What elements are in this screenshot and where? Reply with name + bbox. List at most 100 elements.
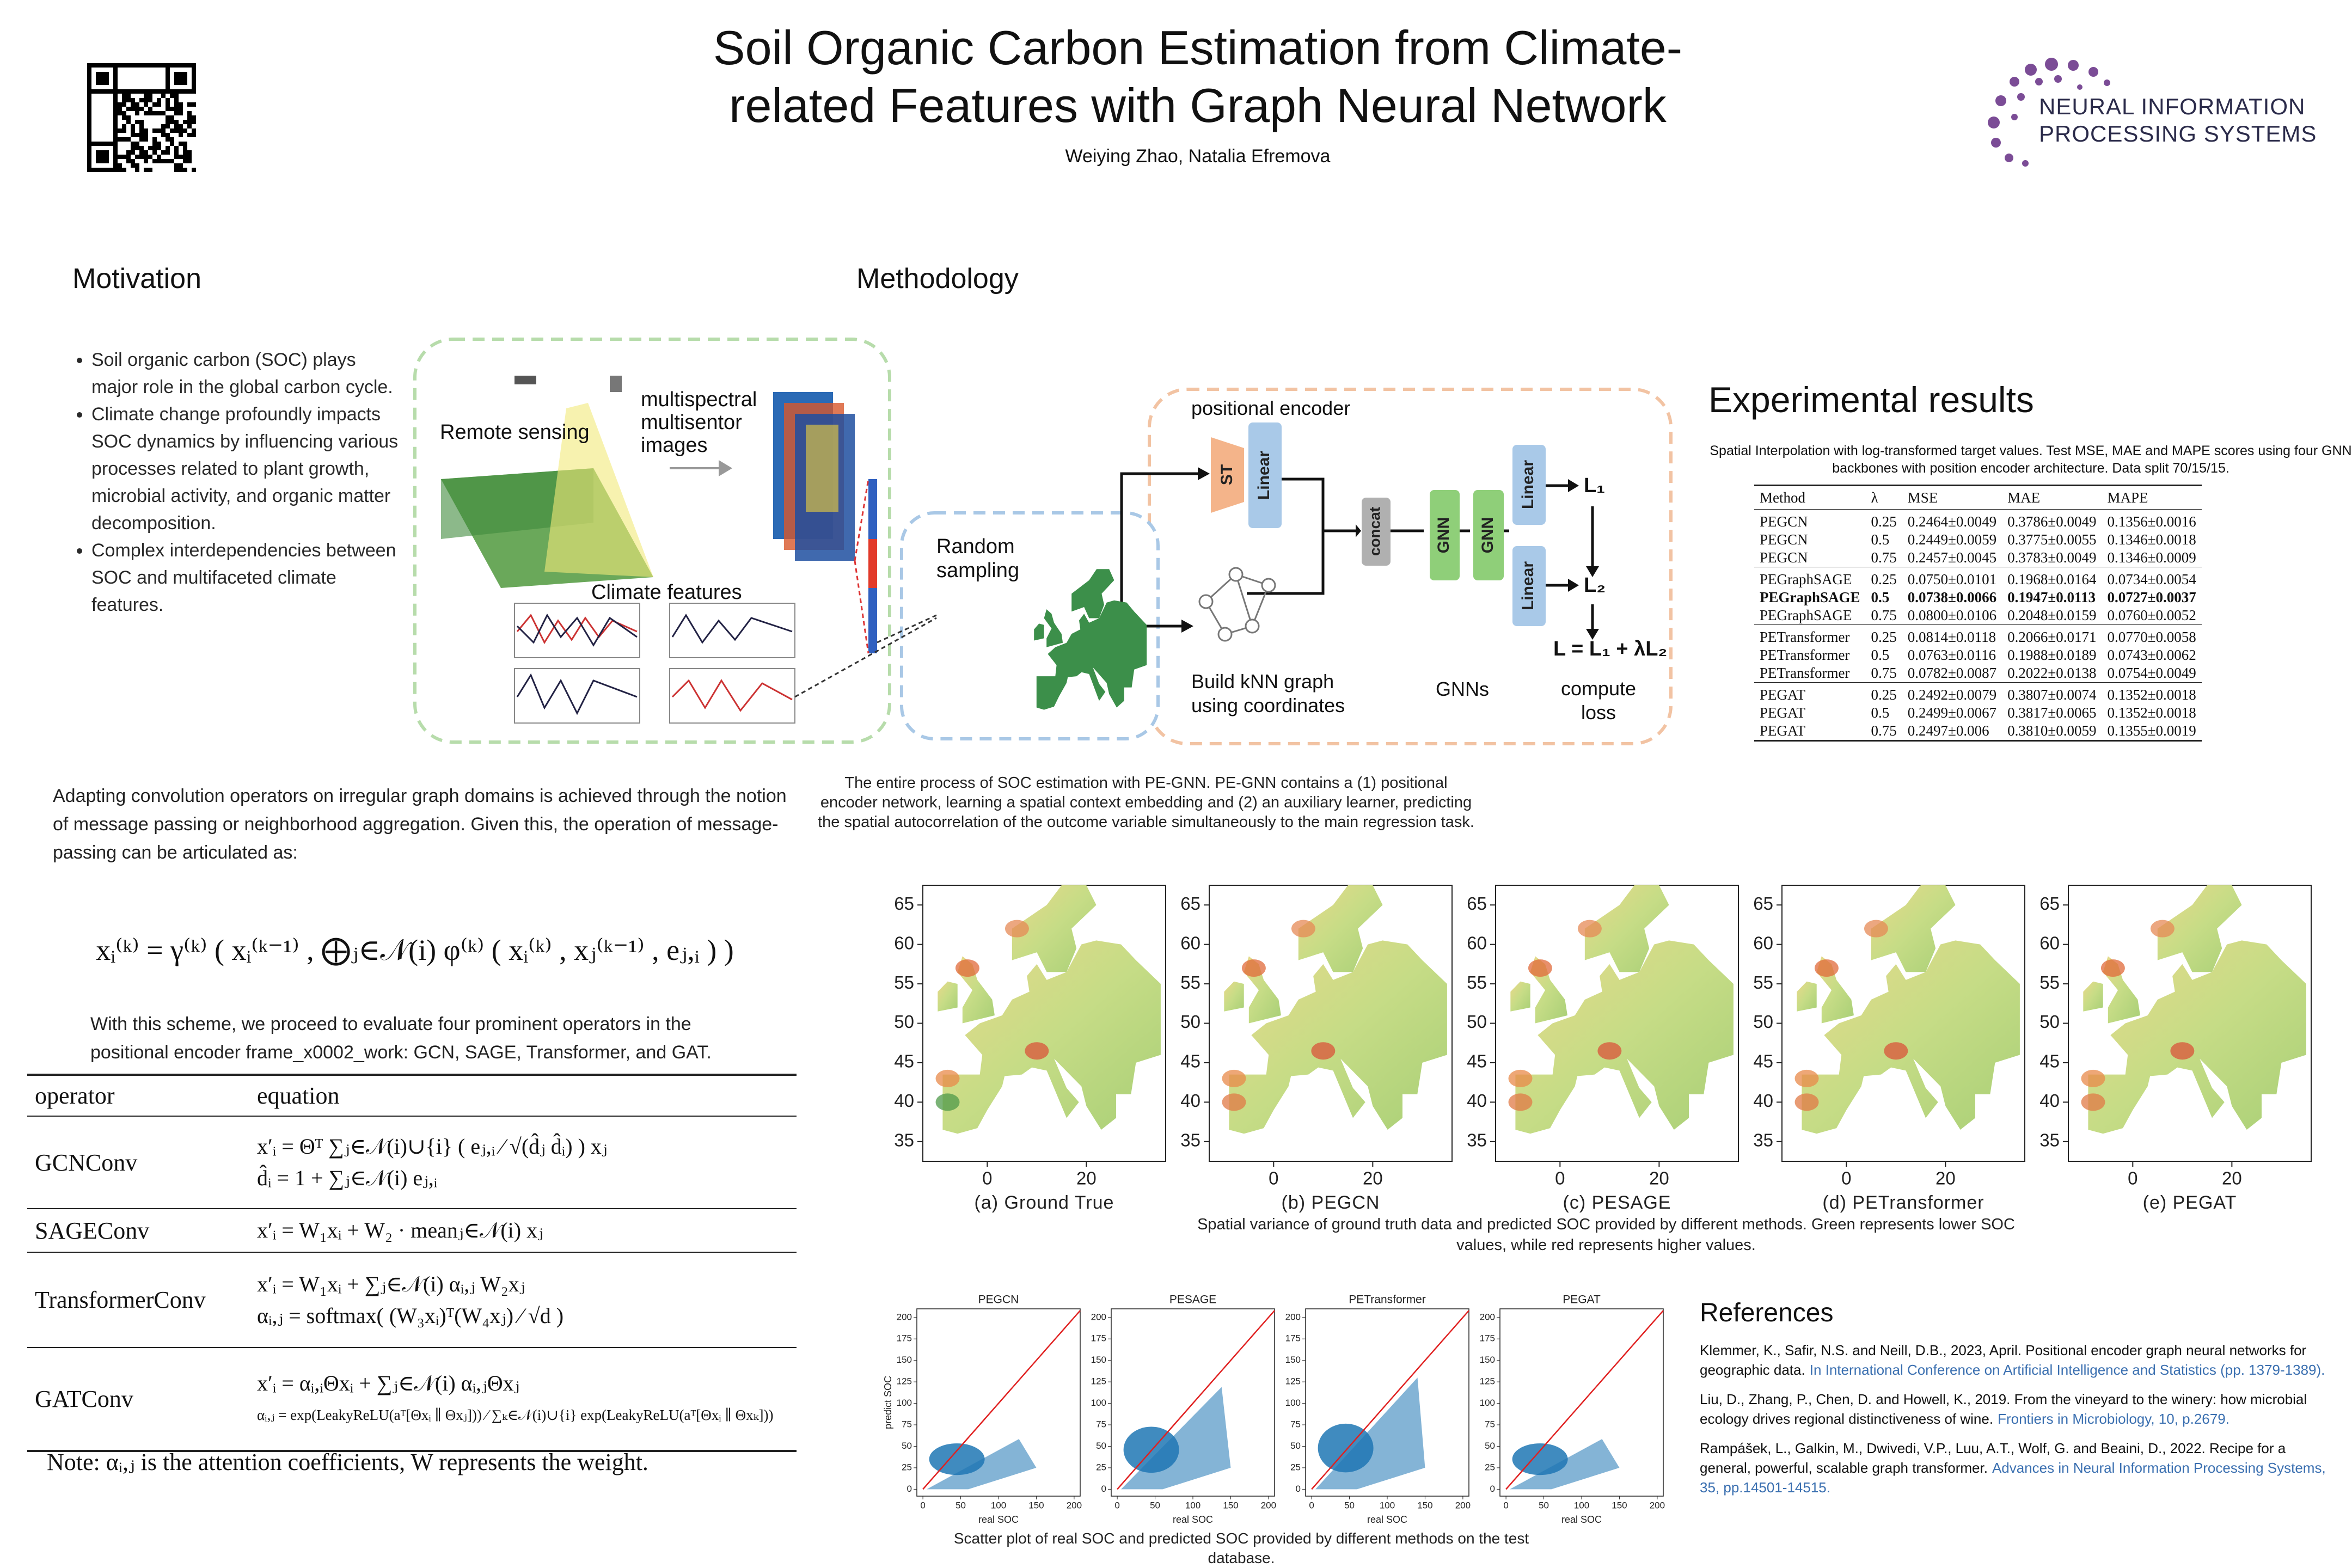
results-row: PEGAT 0.25 0.2492±0.0079 0.3807±0.0074 0.135… — [1754, 682, 2202, 704]
map-hotspot — [1814, 959, 1839, 977]
qr-module — [87, 76, 91, 81]
results-cell: 0.2048±0.0159 — [2007, 607, 2097, 623]
logo-text: PROCESSING SYSTEMS — [2039, 121, 2317, 146]
qr-module — [139, 146, 144, 150]
qr-module — [113, 107, 118, 111]
qr-module — [144, 128, 148, 133]
y-tick-label: 60 — [1467, 933, 1487, 953]
equation-line: x′ᵢ = αᵢ,ᵢΘxᵢ + ∑ⱼ∈𝒩(i) αᵢ,ⱼΘxⱼ — [257, 1370, 520, 1395]
qr-module — [152, 89, 157, 94]
qr-module — [187, 120, 192, 124]
column-header: Method — [1760, 489, 1805, 506]
map-hotspot — [955, 959, 979, 977]
y-tick-label: 0 — [1296, 1484, 1301, 1494]
title-line: related Features with Graph Neural Netwo… — [729, 78, 1667, 132]
y-tick-label: 60 — [1180, 933, 1200, 953]
map-hotspot — [1577, 920, 1602, 938]
y-tick-label: 65 — [1180, 893, 1200, 914]
qr-module — [91, 168, 96, 172]
map-land — [1515, 940, 1734, 1134]
results-cell: 0.2457±0.0045 — [1907, 549, 1997, 566]
qr-module — [105, 150, 109, 155]
y-tick-label: 75 — [902, 1419, 912, 1430]
qr-module — [144, 111, 148, 115]
qr-module — [166, 124, 170, 128]
qr-module — [118, 168, 122, 172]
results-cell: 0.0800±0.0106 — [1907, 607, 1997, 623]
results-cell: 0.2449±0.0059 — [1907, 531, 1997, 548]
qr-module — [152, 159, 157, 163]
reference-source: Frontiers in Microbiology, 10, p.2679. — [1998, 1411, 2230, 1427]
operator-row: SAGEConv x′ᵢ = W₁xᵢ + W₂ · meanⱼ∈𝒩(i) xⱼ — [27, 1208, 797, 1252]
map-hotspot — [1794, 1069, 1819, 1087]
block-label: Linear — [1519, 561, 1537, 610]
qr-module — [96, 142, 100, 146]
qr-module — [144, 150, 148, 155]
qr-module — [179, 155, 183, 159]
results-row: PEGraphSAGE 0.75 0.0800±0.0106 0.2048±0.015… — [1754, 607, 2202, 625]
qr-module — [113, 85, 118, 89]
qr-module — [87, 111, 91, 115]
results-cell: 0.1968±0.0164 — [2002, 567, 2102, 589]
qr-module — [174, 120, 179, 124]
block-label: GNN — [1479, 517, 1497, 554]
qr-module — [139, 124, 144, 128]
qr-module — [187, 111, 192, 115]
results-cell: 0.3810±0.0059 — [2007, 722, 2097, 739]
results-cell: 0.2464±0.0049 — [1902, 509, 2002, 531]
results-row: PEGAT 0.5 0.2499±0.0067 0.3817±0.0065 0.1352… — [1754, 704, 2202, 722]
x-tick-label: 0 — [1555, 1168, 1565, 1189]
bullet: Complex interdependencies between SOC an… — [91, 537, 407, 618]
y-tick-label: 175 — [1480, 1333, 1495, 1344]
x-tick-label: 0 — [1309, 1500, 1314, 1510]
qr-module — [126, 155, 131, 159]
qr-module — [87, 72, 91, 76]
qr-module — [131, 89, 135, 94]
results-table: Method λ MSE MAE MAPE PEGCN 0.25 0.2464±0.0049 0… — [1754, 485, 2202, 742]
qr-module — [183, 120, 187, 124]
y-tick-label: 50 — [1096, 1441, 1106, 1451]
qr-module — [174, 146, 179, 150]
map-hotspot — [1864, 920, 1888, 938]
qr-module — [139, 120, 144, 124]
paragraph: Adapting convolution operators on irregu… — [53, 786, 787, 863]
results-cell: PEGraphSAGE — [1754, 567, 1866, 589]
qr-module — [135, 120, 139, 124]
results-row: PEGraphSAGE 0.25 0.0750±0.0101 0.1968±0.016… — [1754, 567, 2202, 589]
reference: Rampášek, L., Galkin, M., Dwivedi, V.P.,… — [1700, 1438, 2331, 1497]
qr-module — [131, 142, 135, 146]
qr-module — [170, 120, 174, 124]
table-header-row: operator equation — [27, 1075, 797, 1116]
qr-module — [87, 107, 91, 111]
qr-module — [113, 102, 118, 107]
sampling-map — [1036, 600, 1147, 710]
x-tick-label: 20 — [1076, 1168, 1097, 1189]
x-tick-label: 0 — [920, 1500, 925, 1510]
results-cell: PETransformer — [1760, 665, 1850, 681]
qr-module — [166, 159, 170, 163]
qr-module — [118, 107, 122, 111]
qr-module — [148, 89, 152, 94]
figure-caption: Scatter plot of real SOC and predicted S… — [953, 1530, 1529, 1566]
map-hotspot — [2081, 1093, 2105, 1111]
qr-module — [96, 72, 100, 76]
results-cell: 0.5 — [1871, 589, 1890, 605]
y-tick-label: 200 — [1285, 1312, 1301, 1322]
results-cell: 0.2022±0.0138 — [2007, 665, 2097, 681]
qr-module — [105, 159, 109, 163]
y-tick-label: 55 — [1753, 972, 1773, 993]
y-tick-label: 35 — [2039, 1130, 2060, 1150]
results-cell: 0.25 — [1865, 509, 1902, 531]
arrow-heads — [1181, 467, 1599, 640]
qr-module — [161, 133, 166, 137]
y-tick-label: 50 — [894, 1012, 914, 1032]
qr-module — [87, 120, 91, 124]
y-tick-label: 100 — [897, 1398, 912, 1408]
qr-module — [179, 89, 183, 94]
map-land — [2157, 885, 2242, 972]
qr-module — [148, 63, 152, 68]
operator-name: GCNConv — [27, 1116, 249, 1209]
map-hotspot — [935, 1069, 960, 1087]
qr-module — [139, 155, 144, 159]
